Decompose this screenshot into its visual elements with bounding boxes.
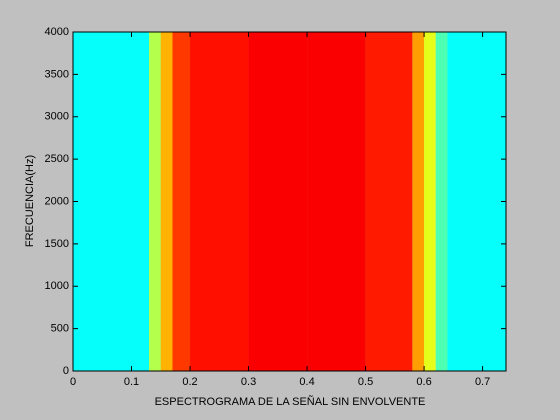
y-tick-label: 4000	[45, 26, 69, 38]
spectrogram-cell	[248, 32, 308, 371]
y-axis-label: FRECUENCIA(Hz)	[24, 155, 36, 247]
y-tick-label: 500	[51, 323, 69, 335]
x-tick-label: 0.7	[475, 376, 490, 388]
spectrogram-cell	[73, 32, 150, 371]
y-tick-label: 2500	[45, 153, 69, 165]
x-tick-label: 0.3	[241, 376, 256, 388]
spectrogram-cell	[149, 32, 161, 371]
x-tick-label: 0	[70, 376, 76, 388]
spectrogram-cell	[190, 32, 249, 371]
spectrogram-cell	[412, 32, 425, 371]
spectrogram-cell	[365, 32, 413, 371]
y-tick-label: 2000	[45, 195, 69, 207]
x-axis-label: ESPECTROGRAMA DE LA SEÑAL SIN ENVOLVENTE	[155, 395, 426, 408]
spectrogram-cell	[172, 32, 191, 371]
x-tick-label: 0.2	[182, 376, 197, 388]
y-tick-label: 3500	[45, 68, 69, 80]
spectrogram-cell	[424, 32, 436, 371]
y-tick-label: 3000	[45, 111, 69, 123]
x-tick-label: 0.1	[124, 376, 139, 388]
plot-area	[73, 32, 506, 371]
x-tick-label: 0.6	[416, 376, 431, 388]
spectrogram-cell	[307, 32, 366, 371]
spectrogram-cell	[160, 32, 173, 371]
y-tick-label: 1000	[45, 280, 69, 292]
spectrogram-cell	[447, 32, 506, 371]
x-tick-label: 0.5	[358, 376, 373, 388]
y-tick-label: 0	[63, 365, 69, 377]
x-tick-label: 0.4	[299, 376, 314, 388]
spectrogram-cell	[435, 32, 448, 371]
y-tick-label: 1500	[45, 238, 69, 250]
